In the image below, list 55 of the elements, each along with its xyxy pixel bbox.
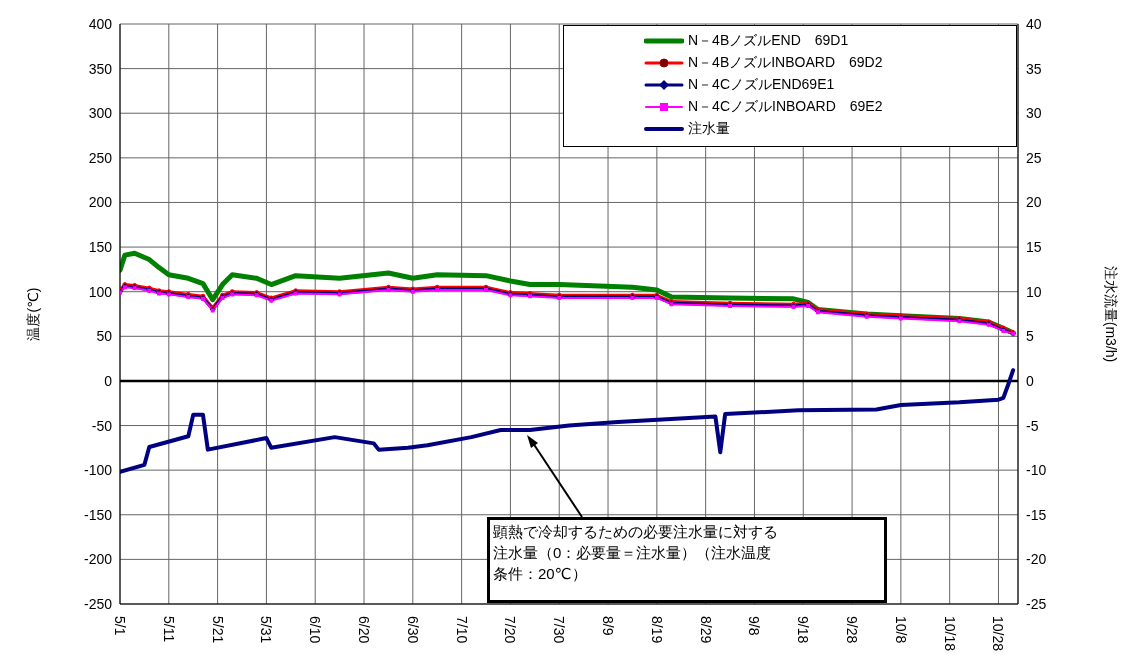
x-tick-label: 6/10 bbox=[307, 616, 324, 644]
y2-tick-label: -15 bbox=[1026, 506, 1047, 523]
y-tick-label: 350 bbox=[88, 60, 113, 77]
y-tick-label: -150 bbox=[83, 506, 113, 523]
y-tick-label: 400 bbox=[88, 15, 113, 32]
y2-tick-label: -10 bbox=[1026, 462, 1047, 479]
y-tick-label: 100 bbox=[88, 283, 113, 300]
x-tick-label: 7/10 bbox=[453, 616, 470, 644]
y2-tick-label: -25 bbox=[1026, 595, 1047, 612]
x-tick-label: 10/8 bbox=[892, 616, 909, 644]
x-tick-label: 6/30 bbox=[404, 616, 421, 644]
y-tick-label: 300 bbox=[88, 105, 113, 122]
y-tick-label: -50 bbox=[91, 417, 113, 434]
x-tick-label: 6/20 bbox=[356, 616, 373, 644]
legend-label: N－4CノズルINBOARD 69E2 bbox=[688, 98, 883, 116]
legend-label: 注水量 bbox=[688, 120, 730, 138]
legend-label: N－4CノズルEND69E1 bbox=[688, 76, 835, 94]
y2-tick-label: 40 bbox=[1026, 15, 1042, 32]
y2-tick-label: -20 bbox=[1026, 551, 1047, 568]
y-tick-label: 50 bbox=[96, 328, 113, 345]
y-tick-label: -250 bbox=[83, 595, 113, 612]
y2-tick-label: 0 bbox=[1026, 372, 1034, 389]
y2-tick-label: 20 bbox=[1026, 194, 1042, 211]
y-tick-label: 0 bbox=[104, 372, 113, 389]
y2-tick-label: 25 bbox=[1026, 149, 1042, 166]
legend-label: N－4BノズルEND 69D1 bbox=[688, 32, 849, 50]
legend-label: N－4BノズルINBOARD 69D2 bbox=[688, 54, 883, 72]
x-tick-label: 8/9 bbox=[600, 616, 617, 636]
x-tick-label: 5/1 bbox=[112, 616, 128, 636]
y-tick-label: 150 bbox=[88, 239, 113, 256]
x-tick-label: 9/8 bbox=[746, 616, 763, 636]
x-tick-label: 5/21 bbox=[209, 616, 226, 644]
y2-tick-label: 10 bbox=[1026, 283, 1042, 300]
annotation: 顕熱で冷却するための必要注水量に対する注水量（0：必要量＝注水量）（注水温度条件：20℃） bbox=[493, 522, 779, 584]
y2-tick-label: 35 bbox=[1026, 60, 1042, 77]
x-tick-label: 8/29 bbox=[697, 616, 714, 644]
x-tick-label: 9/28 bbox=[844, 616, 861, 644]
y-tick-label: 250 bbox=[88, 149, 113, 166]
x-tick-label: 7/20 bbox=[502, 616, 519, 644]
y-axis-title: 温度(℃) bbox=[25, 287, 41, 341]
y2-tick-label: 5 bbox=[1026, 328, 1034, 345]
y2-tick-label: 15 bbox=[1026, 239, 1042, 256]
x-tick-label: 8/19 bbox=[648, 616, 665, 644]
x-tick-label: 7/30 bbox=[551, 616, 568, 644]
y-tick-label: -200 bbox=[83, 551, 113, 568]
x-tick-label: 10/28 bbox=[990, 616, 1007, 652]
y-tick-label: 200 bbox=[88, 194, 113, 211]
y2-axis-title: 注水流量(m3/h) bbox=[1103, 265, 1119, 363]
y2-tick-label: 30 bbox=[1026, 105, 1042, 122]
x-tick-label: 9/18 bbox=[795, 616, 812, 644]
y2-tick-label: -5 bbox=[1026, 417, 1039, 434]
x-tick-label: 10/18 bbox=[941, 616, 958, 652]
y-tick-label: -100 bbox=[83, 462, 113, 479]
x-tick-label: 5/11 bbox=[160, 616, 177, 643]
x-tick-label: 5/31 bbox=[258, 616, 275, 644]
